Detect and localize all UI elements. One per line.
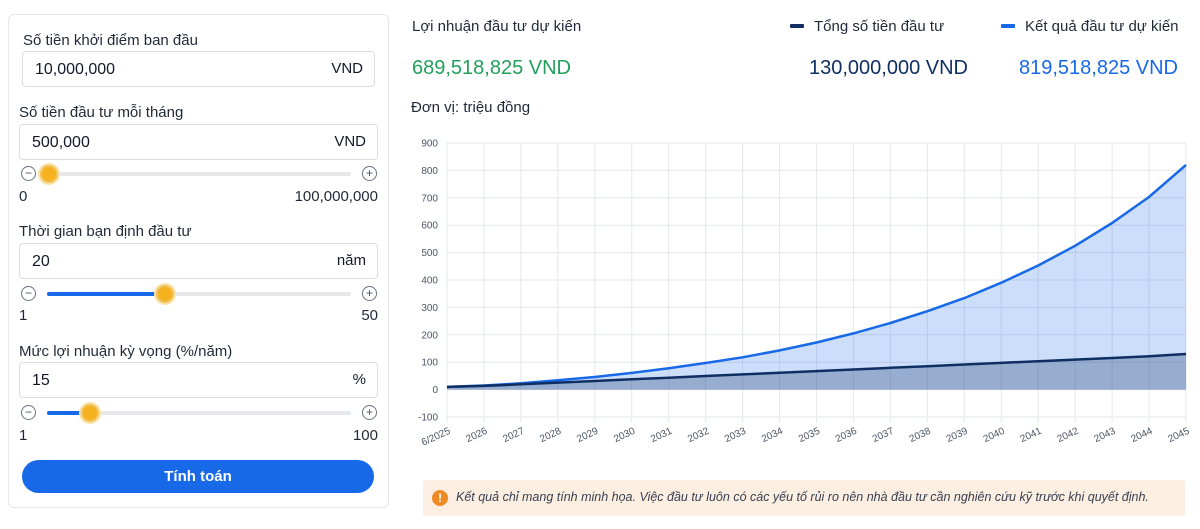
years-slider-fill <box>47 292 165 296</box>
exclamation-circle-icon: ! <box>432 490 448 506</box>
minus-circle-icon[interactable]: − <box>21 405 36 420</box>
initial-amount-value: 10,000,000 <box>35 61 116 78</box>
x-tick-label: 2026 <box>464 426 489 446</box>
result-legend-swatch <box>1001 24 1015 28</box>
years-input[interactable]: 20 năm <box>19 243 378 279</box>
total-label: Tổng số tiền đầu tư <box>814 18 945 35</box>
initial-amount-label: Số tiền khởi điểm ban đầu <box>23 32 198 49</box>
plus-circle-icon[interactable]: + <box>362 405 377 420</box>
profit-value: 689,518,825 VND <box>412 57 572 79</box>
plus-circle-icon[interactable]: + <box>362 166 377 181</box>
total-value: 130,000,000 VND <box>809 57 969 79</box>
years-slider[interactable]: − + <box>21 284 377 304</box>
x-tick-label: 2042 <box>1056 426 1081 446</box>
monthly-amount-unit: VND <box>334 133 366 150</box>
x-tick-label: 2032 <box>686 426 711 446</box>
y-tick-label: 0 <box>432 385 438 396</box>
total-line <box>446 352 1187 389</box>
y-tick-label: 300 <box>421 303 438 314</box>
disclaimer-text: Kết quả chỉ mang tính minh họa. Việc đầu… <box>456 490 1149 504</box>
x-tick-label: 2035 <box>797 426 822 446</box>
years-label: Thời gian bạn định đầu tư <box>19 223 192 240</box>
monthly-slider-thumb[interactable] <box>39 165 58 183</box>
monthly-amount-value: 500,000 <box>32 134 90 151</box>
x-tick-label: 2030 <box>612 426 637 446</box>
monthly-slider-track[interactable] <box>39 165 351 183</box>
result-label: Kết quả đầu tư dự kiến <box>1025 18 1179 35</box>
y-tick-label: 400 <box>421 276 438 287</box>
monthly-min-label: 0 <box>19 188 28 205</box>
rate-value: 15 <box>32 372 50 389</box>
monthly-amount-label: Số tiền đầu tư mỗi tháng <box>19 104 184 121</box>
rate-label: Mức lợi nhuận kỳ vọng (%/năm) <box>19 343 233 360</box>
rate-min-label: 1 <box>19 427 28 444</box>
initial-amount-unit: VND <box>331 60 363 77</box>
x-tick-label: 2040 <box>982 426 1007 446</box>
years-slider-track[interactable] <box>47 285 351 303</box>
x-tick-label: 2031 <box>649 426 674 446</box>
y-tick-label: 900 <box>421 139 438 150</box>
result-line <box>446 163 1187 389</box>
x-tick-label: 6/2025 <box>420 426 453 449</box>
x-tick-label: 2033 <box>723 426 748 446</box>
x-tick-label: 2045 <box>1166 426 1190 446</box>
years-min-label: 1 <box>19 307 28 324</box>
plus-circle-icon[interactable]: + <box>362 286 377 301</box>
rate-slider[interactable]: − + <box>21 403 377 423</box>
monthly-slider[interactable]: − + <box>21 164 377 184</box>
result-area <box>447 164 1186 390</box>
unit-label: Đơn vị: triệu đồng <box>411 99 531 116</box>
x-tick-label: 2043 <box>1093 426 1118 446</box>
monthly-amount-input[interactable]: 500,000 VND <box>19 124 378 160</box>
x-tick-label: 2041 <box>1019 426 1044 446</box>
y-tick-label: 700 <box>421 193 438 204</box>
x-tick-label: 2028 <box>538 426 563 446</box>
years-unit: năm <box>336 252 366 269</box>
x-tick-label: 2039 <box>945 426 970 446</box>
result-value: 819,518,825 VND <box>1019 57 1179 79</box>
rate-slider-thumb[interactable] <box>80 404 99 422</box>
x-tick-label: 2027 <box>501 426 526 446</box>
x-tick-label: 2036 <box>834 426 859 446</box>
x-tick-label: 2034 <box>760 426 785 446</box>
minus-circle-icon[interactable]: − <box>21 286 36 301</box>
rate-unit: % <box>352 371 366 388</box>
years-max-label: 50 <box>361 307 378 324</box>
rate-input[interactable]: 15 % <box>19 362 378 398</box>
x-tick-label: 2037 <box>871 426 896 446</box>
total-legend-swatch <box>790 24 804 28</box>
x-tick-label: 2038 <box>908 426 933 446</box>
rate-slider-track[interactable] <box>47 404 351 422</box>
years-slider-thumb[interactable] <box>155 285 174 303</box>
y-tick-label: 800 <box>421 166 438 177</box>
monthly-max-label: 100,000,000 <box>294 188 378 205</box>
rate-slider-fill <box>47 411 90 415</box>
y-tick-label: 100 <box>421 358 438 369</box>
initial-amount-input[interactable]: 10,000,000 VND <box>22 51 375 87</box>
y-tick-label: 600 <box>421 221 438 232</box>
y-tick-label: 200 <box>421 330 438 341</box>
calculate-button[interactable]: Tính toán <box>22 460 374 493</box>
rate-max-label: 100 <box>352 427 378 444</box>
y-tick-label: 500 <box>421 248 438 259</box>
y-tick-label: -100 <box>418 413 438 424</box>
disclaimer-notice: ! Kết quả chỉ mang tính minh họa. Việc đ… <box>423 480 1185 516</box>
investment-chart: -100 0 100 200 300 400 500 600 700 800 900 6/2025 20… <box>418 139 1190 449</box>
x-tick-label: 2044 <box>1130 426 1155 446</box>
profit-label: Lợi nhuận đầu tư dự kiến <box>412 18 582 35</box>
x-tick-label: 2029 <box>575 426 600 446</box>
minus-circle-icon[interactable]: − <box>21 166 36 181</box>
years-value: 20 <box>32 253 50 270</box>
